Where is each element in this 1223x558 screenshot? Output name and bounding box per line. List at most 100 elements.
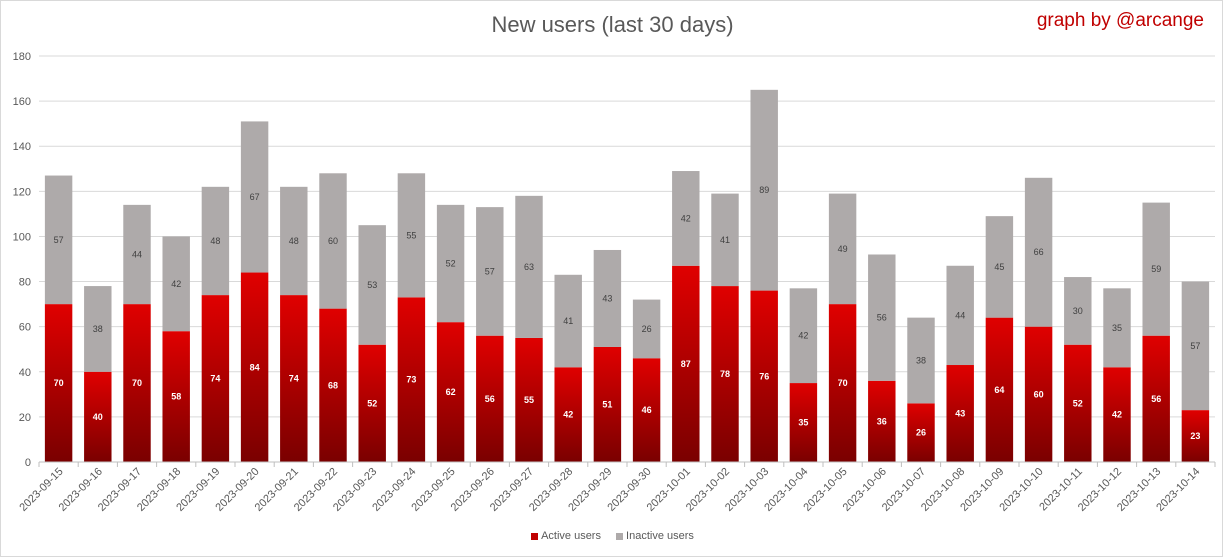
- bar-inactive: [672, 171, 700, 266]
- bar-active: [1181, 410, 1210, 462]
- bar-inactive: [711, 193, 739, 287]
- bar-inactive: [907, 317, 935, 404]
- data-label-inactive: 57: [485, 266, 495, 276]
- bar-inactive: [162, 236, 190, 332]
- legend-item-active: Active users: [531, 530, 601, 542]
- bar-active: [789, 383, 818, 462]
- bar-inactive: [1064, 277, 1092, 345]
- bar-active: [632, 358, 661, 462]
- bar-active: [84, 371, 112, 462]
- y-tick-label: 60: [19, 322, 31, 334]
- bar-active: [240, 272, 269, 462]
- data-label-active: 35: [798, 418, 808, 428]
- data-label-active: 51: [602, 399, 612, 409]
- data-label-inactive: 66: [1034, 247, 1044, 257]
- bar-active: [358, 344, 386, 462]
- data-label-active: 52: [367, 398, 377, 408]
- data-label-active: 70: [838, 378, 848, 388]
- data-label-active: 43: [955, 409, 965, 419]
- data-label-inactive: 63: [524, 262, 534, 272]
- data-label-inactive: 56: [877, 313, 887, 323]
- bar-inactive: [280, 186, 308, 296]
- data-label-active: 60: [1034, 389, 1044, 399]
- y-tick-label: 120: [13, 186, 31, 198]
- bar-active: [44, 304, 73, 462]
- data-label-inactive: 44: [132, 249, 142, 259]
- bar-inactive: [240, 121, 269, 273]
- bar-active: [476, 335, 504, 462]
- bar-active: [1103, 367, 1131, 462]
- bar-inactive: [1103, 288, 1131, 368]
- legend-label-inactive: Inactive users: [626, 530, 694, 542]
- data-label-active: 87: [681, 359, 691, 369]
- data-label-inactive: 42: [681, 213, 691, 223]
- bar-active: [436, 322, 465, 462]
- y-tick-label: 0: [25, 457, 31, 469]
- bar-active: [123, 304, 151, 462]
- data-label-inactive: 67: [250, 192, 260, 202]
- bar-inactive: [358, 225, 386, 345]
- bar-inactive: [44, 175, 73, 305]
- data-label-active: 73: [406, 375, 416, 385]
- data-label-inactive: 53: [367, 280, 377, 290]
- bar-inactive: [201, 186, 230, 296]
- data-label-active: 52: [1073, 398, 1083, 408]
- bar-inactive: [750, 89, 778, 291]
- legend-swatch-inactive: [616, 532, 624, 540]
- data-label-active: 42: [563, 410, 573, 420]
- bar-active: [593, 346, 622, 462]
- bar-active: [162, 331, 190, 462]
- data-label-inactive: 35: [1112, 323, 1122, 333]
- bar-inactive: [123, 204, 151, 305]
- data-label-active: 56: [1151, 394, 1161, 404]
- bar-inactive: [1024, 177, 1053, 327]
- bar-active: [750, 290, 778, 462]
- data-label-inactive: 44: [955, 310, 965, 320]
- data-label-active: 70: [54, 378, 64, 388]
- data-label-active: 23: [1190, 431, 1200, 441]
- bar-active: [946, 365, 974, 462]
- legend-item-inactive: Inactive users: [616, 530, 694, 542]
- bar-inactive: [946, 265, 974, 366]
- data-label-inactive: 52: [446, 259, 456, 269]
- bar-inactive: [789, 288, 818, 384]
- data-label-active: 46: [642, 405, 652, 415]
- bar-inactive: [554, 274, 582, 368]
- data-label-active: 84: [250, 362, 260, 372]
- data-label-inactive: 26: [642, 324, 652, 334]
- data-label-active: 74: [289, 374, 299, 384]
- chart-title: New users (last 30 days): [491, 12, 734, 37]
- data-label-inactive: 38: [916, 356, 926, 366]
- data-label-active: 74: [210, 374, 220, 384]
- data-label-active: 70: [132, 378, 142, 388]
- data-label-active: 56: [485, 394, 495, 404]
- y-tick-label: 160: [13, 96, 31, 108]
- data-label-inactive: 57: [1190, 341, 1200, 351]
- bar-inactive: [985, 216, 1014, 318]
- bar-active: [868, 380, 896, 462]
- data-label-inactive: 43: [602, 293, 612, 303]
- legend-label-active: Active users: [541, 530, 601, 542]
- data-label-inactive: 55: [406, 230, 416, 240]
- y-tick-label: 20: [19, 412, 31, 424]
- bar-active: [985, 317, 1014, 462]
- data-label-inactive: 38: [93, 324, 103, 334]
- bar-active: [515, 337, 543, 462]
- bar-inactive: [1181, 281, 1210, 411]
- bar-active: [711, 286, 739, 462]
- bar-active: [397, 297, 426, 462]
- data-label-inactive: 60: [328, 236, 338, 246]
- bar-active: [554, 367, 582, 462]
- data-label-inactive: 45: [994, 262, 1004, 272]
- data-label-active: 55: [524, 395, 534, 405]
- bar-inactive: [397, 173, 426, 298]
- bar-active: [280, 295, 308, 462]
- y-tick-label: 40: [19, 367, 31, 379]
- bar-inactive: [319, 173, 347, 309]
- bar-inactive: [828, 193, 857, 305]
- bar-active: [828, 304, 857, 462]
- y-tick-label: 80: [19, 277, 31, 289]
- data-label-active: 68: [328, 380, 338, 390]
